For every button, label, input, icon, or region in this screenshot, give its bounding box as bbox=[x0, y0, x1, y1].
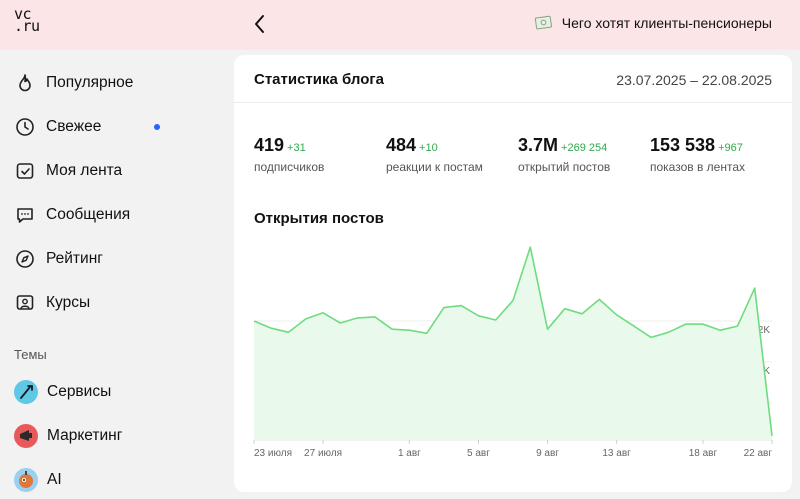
banknote-icon bbox=[534, 14, 554, 32]
topic-label: Сервисы bbox=[47, 383, 112, 400]
logo-bottom-text: .ru bbox=[14, 17, 40, 36]
stat-label: реакции к постам bbox=[386, 160, 483, 174]
sidebar-item-label: Свежее bbox=[46, 118, 102, 135]
series-area bbox=[254, 247, 772, 440]
series-line bbox=[253, 246, 773, 436]
stat-reactions: 484 +10 реакции к постам bbox=[386, 135, 483, 174]
logo-top-text: vc bbox=[14, 5, 32, 23]
x-tick-label: 13 авг bbox=[602, 448, 631, 459]
megaphone-icon bbox=[14, 424, 38, 448]
topic-label: Маркетинг bbox=[47, 427, 123, 444]
x-tick-label: 23 июля bbox=[254, 448, 292, 459]
stat-subscribers: 419 +31 подписчиков bbox=[254, 135, 324, 174]
topics-heading: Темы bbox=[14, 347, 47, 362]
blog-stats-card: Статистика блога 23.07.2025 – 22.08.2025… bbox=[234, 55, 792, 492]
stat-value: 484 bbox=[386, 135, 417, 155]
x-tick-label: 22 авг bbox=[744, 448, 773, 459]
x-tick-label: 18 авг bbox=[689, 448, 718, 459]
x-tick-label: 27 июля bbox=[304, 448, 342, 459]
stat-post-opens: 3.7M +269 254 открытий постов bbox=[518, 135, 610, 174]
sidebar-item-label: Курсы bbox=[46, 294, 91, 311]
sidebar-item-rating[interactable]: Рейтинг bbox=[14, 244, 214, 274]
sidebar-item-courses[interactable]: Курсы bbox=[14, 288, 214, 318]
sidebar-item-label: Популярное bbox=[46, 74, 134, 91]
date-range[interactable]: 23.07.2025 – 22.08.2025 bbox=[616, 72, 772, 88]
sidebar: Популярное Свежее Моя лента Сообщения Ре… bbox=[0, 50, 220, 499]
topic-ai[interactable]: AI bbox=[14, 465, 214, 495]
card-title: Статистика блога bbox=[254, 71, 384, 88]
promo-link[interactable]: Чего хотят клиенты-пенсионеры bbox=[534, 14, 772, 32]
x-tick-label: 1 авг bbox=[398, 448, 421, 459]
back-button[interactable] bbox=[250, 11, 270, 37]
courses-icon bbox=[14, 292, 36, 314]
stat-label: открытий постов bbox=[518, 160, 611, 174]
flame-icon bbox=[14, 72, 36, 94]
chevron-left-icon bbox=[255, 15, 264, 33]
promo-text: Чего хотят клиенты-пенсионеры bbox=[561, 15, 772, 31]
stat-label: показов в лентах bbox=[650, 160, 746, 174]
topic-marketing[interactable]: Маркетинг bbox=[14, 421, 214, 451]
stat-delta: +967 bbox=[718, 142, 743, 154]
stat-feed-impressions: 153 538 +967 показов в лентах bbox=[650, 135, 745, 174]
chat-icon bbox=[14, 204, 36, 226]
services-avatar-icon bbox=[14, 380, 38, 404]
robot-icon bbox=[14, 468, 38, 492]
compass-icon bbox=[14, 248, 36, 270]
x-tick-label: 5 авг bbox=[467, 448, 490, 459]
sidebar-item-my-feed[interactable]: Моя лента bbox=[14, 156, 214, 186]
sidebar-item-label: Сообщения bbox=[46, 206, 131, 223]
stat-value: 153 538 bbox=[650, 135, 716, 155]
clock-icon bbox=[14, 116, 36, 138]
stat-delta: +31 bbox=[287, 142, 306, 154]
sidebar-item-label: Рейтинг bbox=[46, 250, 103, 267]
top-bar: vc .ru Чего хотят клиенты-пенсионеры bbox=[0, 0, 800, 50]
sidebar-item-messages[interactable]: Сообщения bbox=[14, 200, 214, 230]
vc-logo[interactable]: vc .ru bbox=[14, 5, 44, 36]
sidebar-item-label: Моя лента bbox=[46, 162, 123, 179]
x-tick-label: 9 авг bbox=[536, 448, 559, 459]
new-indicator-dot bbox=[154, 124, 160, 130]
stat-delta: +10 bbox=[419, 142, 438, 154]
topic-label: AI bbox=[47, 471, 62, 488]
sidebar-item-fresh[interactable]: Свежее bbox=[14, 112, 214, 142]
stat-label: подписчиков bbox=[254, 160, 325, 174]
stat-value: 3.7M bbox=[518, 135, 559, 155]
stat-value: 419 bbox=[254, 135, 285, 155]
topic-services[interactable]: Сервисы bbox=[14, 377, 214, 407]
stat-delta: +269 254 bbox=[561, 142, 608, 154]
sidebar-item-popular[interactable]: Популярное bbox=[14, 68, 214, 98]
card-header: Статистика блога 23.07.2025 – 22.08.2025 bbox=[234, 55, 792, 103]
chart-title: Открытия постов bbox=[254, 210, 384, 227]
feed-icon bbox=[14, 160, 36, 182]
